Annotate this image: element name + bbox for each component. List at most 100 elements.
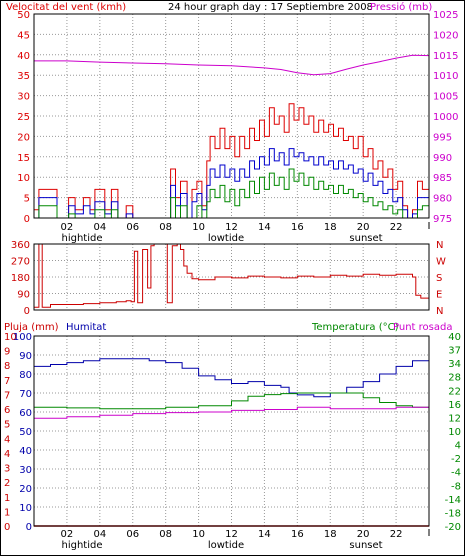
time-tick: 06 (126, 222, 139, 233)
humidity-tick: 100 (13, 332, 32, 343)
time-tick: 20 (357, 222, 370, 233)
wind-speed-tick: 40 (17, 51, 30, 62)
pressure-tick: 1020 (433, 30, 458, 41)
rain-tick: 1 (4, 493, 10, 504)
temperature-tick: 37 (448, 346, 461, 357)
pressure-tick: 980 (433, 194, 452, 205)
wind-pressure-panel: Velocitat del vent (kmh) 24 hour graph d… (6, 1, 458, 244)
direction-compass-tick: E (436, 290, 442, 301)
direction-degree-tick: 0 (24, 306, 30, 317)
time-tick: 14 (258, 529, 271, 540)
pressure-tick: 990 (433, 153, 452, 164)
humidity-time-ticks: 02 04 06 08 10 12 14 16 18 20 22 (61, 529, 430, 540)
temperature-tick: -18 (445, 508, 461, 519)
time-tick: 10 (192, 529, 205, 540)
wind-speed-tick: 25 (17, 112, 30, 123)
temperature-line (34, 392, 429, 410)
wind-direction-line (34, 243, 429, 308)
wind-speed-ticks: 0 5 10 15 20 25 30 35 40 45 50 (17, 10, 30, 225)
time-tick: 16 (291, 222, 304, 233)
pressure-tick: 1025 (433, 10, 458, 21)
pressure-tick: 1010 (433, 71, 458, 82)
temperature-tick: 10 (448, 427, 461, 438)
rain-tick: 10 (4, 332, 17, 343)
time-tick: 10 (192, 222, 205, 233)
sunset-label-bottom: sunset (349, 540, 382, 551)
humidity-axis-title: Humitat (66, 322, 106, 333)
direction-compass-tick: S (436, 273, 442, 284)
temperature-tick: 4 (455, 441, 461, 452)
rain-tick: 9 (4, 347, 10, 358)
pressure-tick: 995 (433, 132, 452, 143)
wind-time-ticks: 02 04 06 08 10 12 14 16 18 20 22 (61, 222, 430, 233)
sunset-label-top: sunset (349, 233, 382, 244)
pressure-tick: 985 (433, 173, 452, 184)
wind-speed-tick: 5 (24, 194, 30, 205)
rain-tick: 4 (4, 434, 10, 445)
temperature-axis-title: Temperatura (°C) (311, 322, 399, 333)
direction-series (34, 243, 429, 308)
rain-axis-title: Pluja (mm) (4, 322, 59, 333)
pressure-ticks: 975 980 985 990 995 1000 1005 1010 1015 1020 1025 (433, 10, 458, 225)
rain-tick: 3 (4, 464, 10, 475)
temperature-tick: 34 (448, 359, 461, 370)
temperature-tick: -14 (445, 495, 461, 506)
dew-point-line (34, 406, 429, 419)
time-tick: 18 (324, 222, 337, 233)
dew-point-axis-title: Punt rosada (393, 322, 452, 333)
temperature-tick: 16 (448, 400, 461, 411)
humidity-tick: 50 (19, 427, 32, 438)
pressure-tick: 1000 (433, 112, 458, 123)
pressure-line (34, 54, 430, 76)
rain-tick: 1 (4, 507, 10, 518)
temperature-tick: 12 (448, 413, 461, 424)
direction-compass-tick: W (436, 257, 446, 268)
rain-tick: 7 (4, 376, 10, 387)
time-tick: 22 (390, 222, 403, 233)
temperature-tick: -2 (451, 454, 461, 465)
wind-grid (34, 14, 429, 218)
time-tick: 06 (126, 529, 139, 540)
temperature-tick: 28 (448, 373, 461, 384)
time-tick: 16 (291, 529, 304, 540)
time-tick: 18 (324, 529, 337, 540)
time-tick: 22 (390, 529, 403, 540)
humidity-tick: 0 (26, 522, 32, 533)
humidity-tick: 10 (19, 503, 32, 514)
wind-plot-frame (33, 13, 430, 219)
time-tick: 12 (225, 529, 238, 540)
pressure-tick: 975 (433, 214, 452, 225)
rain-tick: 2 (4, 478, 10, 489)
direction-degree-tick: 90 (17, 290, 30, 301)
hightide-label-top: hightide (61, 233, 102, 244)
wind-speed-axis-title: Velocitat del vent (kmh) (6, 2, 126, 13)
time-tick: 02 (61, 222, 74, 233)
humidity-tick: 60 (19, 408, 32, 419)
humidity-line (34, 356, 430, 398)
wind-speed-tick: 50 (17, 10, 30, 21)
wind-speed-tick: 10 (17, 173, 30, 184)
wind-speed-tick: 30 (17, 92, 30, 103)
direction-plot-frame (33, 243, 430, 311)
humidity-tick: 80 (19, 370, 32, 381)
time-tick: 08 (159, 222, 172, 233)
rain-ticks: 0 1 1 2 3 4 4 5 6 7 7 8 9 10 (4, 332, 17, 533)
rain-tick: 6 (4, 405, 10, 416)
time-tick: 08 (159, 529, 172, 540)
pressure-tick: 1005 (433, 92, 458, 103)
wind-min-line (34, 168, 429, 219)
wind-speed-tick: 20 (17, 132, 30, 143)
temperature-tick: -8 (451, 481, 461, 492)
wind-speed-tick: 0 (24, 214, 30, 225)
lowtide-label-bottom: lowtide (208, 540, 244, 551)
humidity-tick: 90 (19, 351, 32, 362)
rain-tick: 4 (4, 449, 10, 460)
humidity-plot-frame (33, 335, 430, 527)
humidity-tick: 70 (19, 389, 32, 400)
wind-speed-tick: 35 (17, 71, 30, 82)
time-tick: 20 (357, 529, 370, 540)
rain-tick: 0 (4, 522, 10, 533)
direction-compass-tick: N (436, 306, 443, 317)
